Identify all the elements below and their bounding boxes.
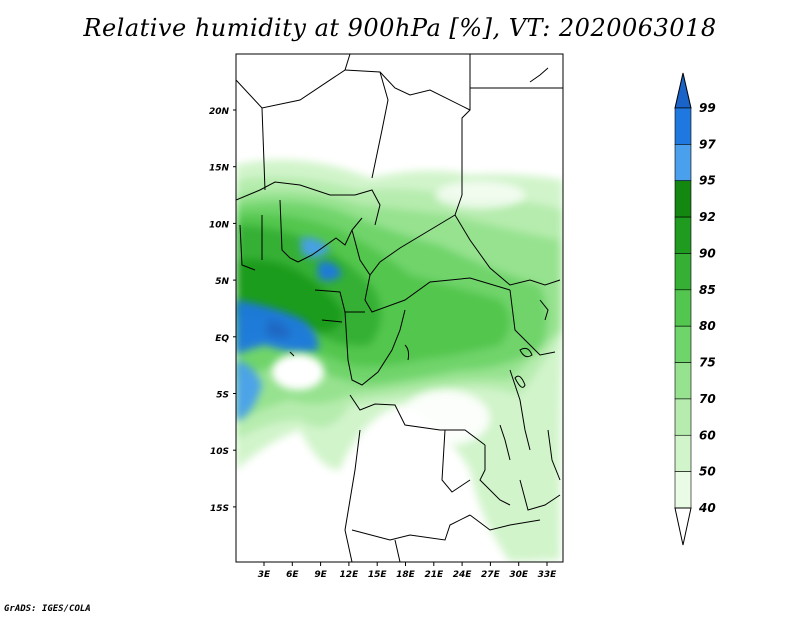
colorbar-bottom-arrow xyxy=(674,507,692,546)
colorbar-segment xyxy=(674,253,692,291)
colorbar-label: 70 xyxy=(699,392,716,406)
lat-label: EQ xyxy=(215,334,229,344)
colorbar-label: 95 xyxy=(699,174,716,188)
colorbar-label: 85 xyxy=(699,283,716,297)
lon-label: 6E xyxy=(286,570,299,580)
colorbar-segment xyxy=(674,216,692,254)
colorbar-label: 97 xyxy=(699,137,716,151)
lon-label: 15E xyxy=(368,570,388,580)
colorbar-segment xyxy=(674,471,692,509)
colorbar-label: 92 xyxy=(699,210,716,224)
colorbar-top-arrow xyxy=(674,72,692,109)
latitude-axis: 20N 15N 10N 5N EQ 5S 10S 15S xyxy=(209,107,236,514)
lon-label: 3E xyxy=(258,570,271,580)
chart-title: Relative humidity at 900hPa [%], VT: 202… xyxy=(83,14,717,42)
map-frame xyxy=(235,53,564,563)
colorbar-segment xyxy=(674,398,692,436)
lat-label: 15S xyxy=(210,504,229,514)
colorbar-segment xyxy=(674,107,692,145)
lon-label: 30E xyxy=(509,570,529,580)
colorbar-label: 40 xyxy=(698,501,716,515)
colorbar-segment xyxy=(674,362,692,400)
colorbar-segment xyxy=(674,289,692,327)
lon-label: 24E xyxy=(453,570,473,580)
lon-label: 33E xyxy=(538,570,558,580)
lon-label: 9E xyxy=(314,570,327,580)
lat-label: 5N xyxy=(215,277,229,287)
lat-label: 15N xyxy=(209,164,230,174)
colorbar-label: 50 xyxy=(699,465,716,479)
colorbar-segment xyxy=(674,325,692,363)
lat-label: 20N xyxy=(209,107,230,117)
colorbar-label: 60 xyxy=(699,428,716,442)
colorbar-segment xyxy=(674,434,692,472)
colorbar: 99 97 95 92 90 85 80 75 70 60 50 40 xyxy=(674,72,716,546)
lon-label: 18E xyxy=(396,570,416,580)
colorbar-segment xyxy=(674,180,692,218)
colorbar-label: 80 xyxy=(699,319,716,333)
colorbar-segment xyxy=(674,144,692,182)
country-borders xyxy=(236,54,563,562)
lon-label: 21E xyxy=(424,570,444,580)
longitude-axis: 3E 6E 9E 12E 15E 18E 21E 24E 27E 30E 33E xyxy=(258,562,557,580)
lon-label: 27E xyxy=(481,570,501,580)
lon-label: 12E xyxy=(340,570,360,580)
lat-label: 10N xyxy=(209,220,230,230)
credit-label: GrADS: IGES/COLA xyxy=(4,604,91,614)
lat-label: 5S xyxy=(216,391,229,401)
colorbar-label: 99 xyxy=(699,101,716,115)
lat-label: 10S xyxy=(210,447,229,457)
humidity-field xyxy=(236,54,563,562)
colorbar-label: 90 xyxy=(699,246,716,260)
colorbar-label: 75 xyxy=(699,356,716,370)
